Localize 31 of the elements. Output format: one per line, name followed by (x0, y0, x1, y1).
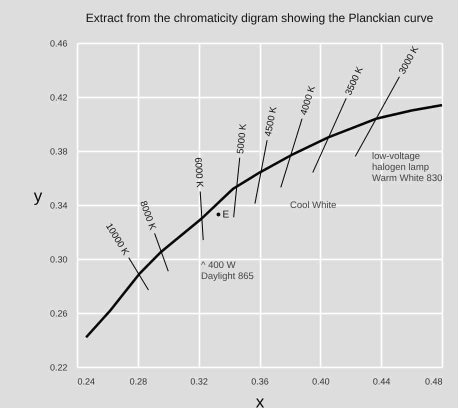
y-tick-label: 0.46 (50, 38, 68, 48)
x-tick-label: 0.44 (372, 376, 390, 386)
text: 3000 K (396, 44, 422, 76)
x-axis-title: x (256, 392, 265, 408)
text: 3500 K (343, 64, 366, 98)
text: 8000 K (137, 200, 158, 232)
y-tick-label: 0.22 (50, 362, 68, 372)
x-tick-label: 0.48 (424, 376, 442, 386)
x-tick-label: 0.36 (251, 376, 269, 386)
annotation: low-voltage (372, 151, 420, 162)
y-tick-label: 0.42 (50, 92, 68, 102)
y-axis-title: y (34, 186, 43, 206)
chart-title: Extract from the chromaticity digram showing the Planckian curve (86, 11, 434, 25)
annotation: Warm White 830 (372, 173, 442, 184)
x-tick-label: 0.32 (190, 376, 208, 386)
annotation: Cool White (290, 200, 336, 211)
annotation: halogen lamp (372, 162, 430, 173)
x-tick-label: 0.24 (78, 376, 96, 386)
y-tick-label: 0.34 (50, 200, 68, 210)
y-tick-label: 0.26 (50, 308, 68, 318)
text: 6000 K (192, 157, 205, 189)
y-tick-label: 0.38 (50, 146, 68, 156)
annotation: ^ 400 W (201, 260, 236, 271)
annotation: Daylight 865 (201, 271, 254, 282)
text: 5000 K (235, 122, 250, 154)
x-tick-label: 0.40 (312, 376, 330, 386)
x-tick-label: 0.28 (130, 376, 148, 386)
y-tick-label: 0.30 (50, 254, 68, 264)
text: 4500 K (262, 105, 280, 138)
text: 4000 K (298, 84, 318, 117)
series-label: E (222, 209, 230, 220)
